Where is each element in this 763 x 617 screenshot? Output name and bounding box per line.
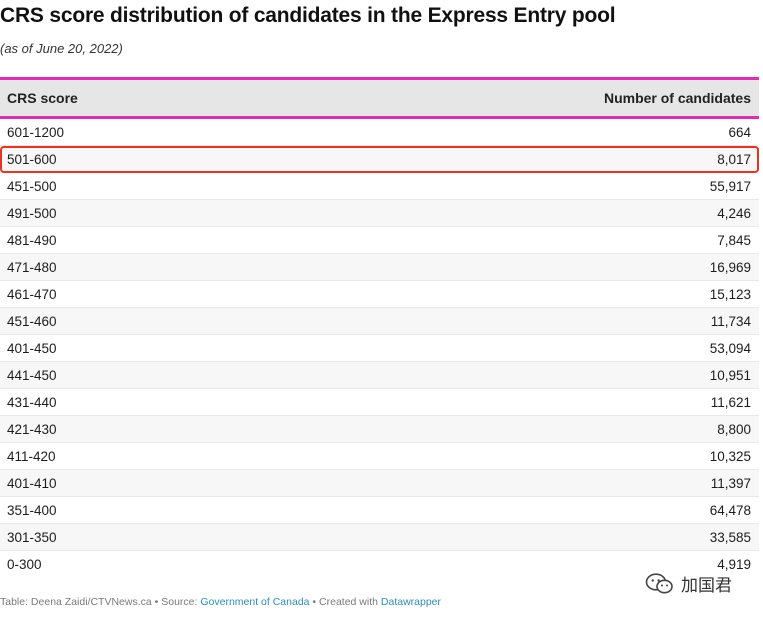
- table-row: 421-430 8,800: [0, 416, 759, 443]
- table-row: 601-1200 664: [0, 119, 759, 146]
- crs-score-cell: 441-450: [7, 367, 57, 383]
- table-row: 471-480 16,969: [0, 254, 759, 281]
- crs-score-cell: 481-490: [7, 232, 57, 248]
- table-row: 481-490 7,845: [0, 227, 759, 254]
- table-row: 441-450 10,951: [0, 362, 759, 389]
- table-row: 401-450 53,094: [0, 335, 759, 362]
- crs-score-cell: 351-400: [7, 502, 57, 518]
- table-row: 0-300 4,919: [0, 551, 759, 578]
- candidate-count-cell: 11,734: [710, 313, 751, 329]
- candidate-count-cell: 11,397: [710, 475, 751, 491]
- crs-score-cell: 501-600: [7, 151, 57, 167]
- table-body: 601-1200 664 501-600 8,017 451-500 55,917 491-…: [0, 119, 759, 578]
- footer-middle: • Created with: [309, 596, 381, 608]
- crs-score-cell: 0-300: [7, 557, 42, 572]
- candidate-count-cell: 8,017: [717, 151, 751, 167]
- crs-score-cell: 471-480: [7, 259, 57, 275]
- candidate-count-cell: 10,325: [709, 448, 751, 464]
- candidate-count-cell: 10,951: [709, 367, 751, 383]
- table-row: 411-420 10,325: [0, 443, 759, 470]
- candidate-count-cell: 8,800: [717, 421, 751, 437]
- candidate-count-cell: 16,969: [709, 259, 751, 275]
- candidate-count-cell: 64,478: [709, 502, 751, 518]
- crs-score-cell: 461-470: [7, 286, 57, 302]
- datawrapper-link[interactable]: Datawrapper: [380, 596, 442, 608]
- candidate-count-cell: 55,917: [709, 178, 751, 194]
- column-header-number-of-candidates: Number of candidates: [603, 90, 751, 106]
- crs-score-cell: 411-420: [7, 448, 56, 464]
- crs-score-cell: 421-430: [7, 421, 57, 437]
- table-subtitle: (as of June 20, 2022): [0, 41, 123, 56]
- candidate-count-cell: 15,123: [709, 286, 751, 302]
- candidate-count-cell: 7,845: [717, 232, 751, 248]
- candidate-count-cell: 53,094: [709, 340, 751, 356]
- table-row: 501-600 8,017: [0, 146, 759, 173]
- table-row: 451-460 11,734: [0, 308, 759, 335]
- candidate-count-cell: 664: [728, 124, 751, 140]
- candidate-count-cell: 33,585: [709, 529, 751, 545]
- table-header: CRS score Number of candidates: [0, 77, 759, 119]
- footer-prefix: Table: Deena Zaidi/CTVNews.ca • Source:: [0, 596, 201, 608]
- crs-score-cell: 401-410: [7, 475, 57, 491]
- table-row: 351-400 64,478: [0, 497, 759, 524]
- crs-score-cell: 401-450: [7, 340, 57, 356]
- crs-score-cell: 491-500: [7, 205, 57, 221]
- candidate-count-cell: 4,246: [717, 205, 751, 221]
- crs-table: CRS score Number of candidates 601-1200 6…: [0, 77, 759, 578]
- crs-score-cell: 301-350: [7, 529, 57, 545]
- table-row: 431-440 11,621: [0, 389, 759, 416]
- table-title: CRS score distribution of candidates in …: [0, 4, 616, 27]
- wechat-icon: [645, 572, 673, 593]
- column-header-crs-score: CRS score: [7, 90, 78, 106]
- candidate-count-cell: 4,919: [717, 557, 751, 572]
- source-link[interactable]: Government of Canada: [200, 596, 310, 608]
- watermark: 加国君: [645, 571, 732, 596]
- candidate-count-cell: 11,621: [710, 394, 751, 410]
- footer-credits: Table: Deena Zaidi/CTVNews.ca • Source: …: [0, 596, 441, 608]
- watermark-text: 加国君: [681, 576, 732, 595]
- table-row: 461-470 15,123: [0, 281, 759, 308]
- crs-score-cell: 431-440: [7, 394, 57, 410]
- table-row: 451-500 55,917: [0, 173, 759, 200]
- crs-score-cell: 451-500: [7, 178, 57, 194]
- crs-score-cell: 451-460: [7, 313, 57, 329]
- table-row: 491-500 4,246: [0, 200, 759, 227]
- crs-score-cell: 601-1200: [7, 124, 65, 140]
- table-row: 401-410 11,397: [0, 470, 759, 497]
- table-row: 301-350 33,585: [0, 524, 759, 551]
